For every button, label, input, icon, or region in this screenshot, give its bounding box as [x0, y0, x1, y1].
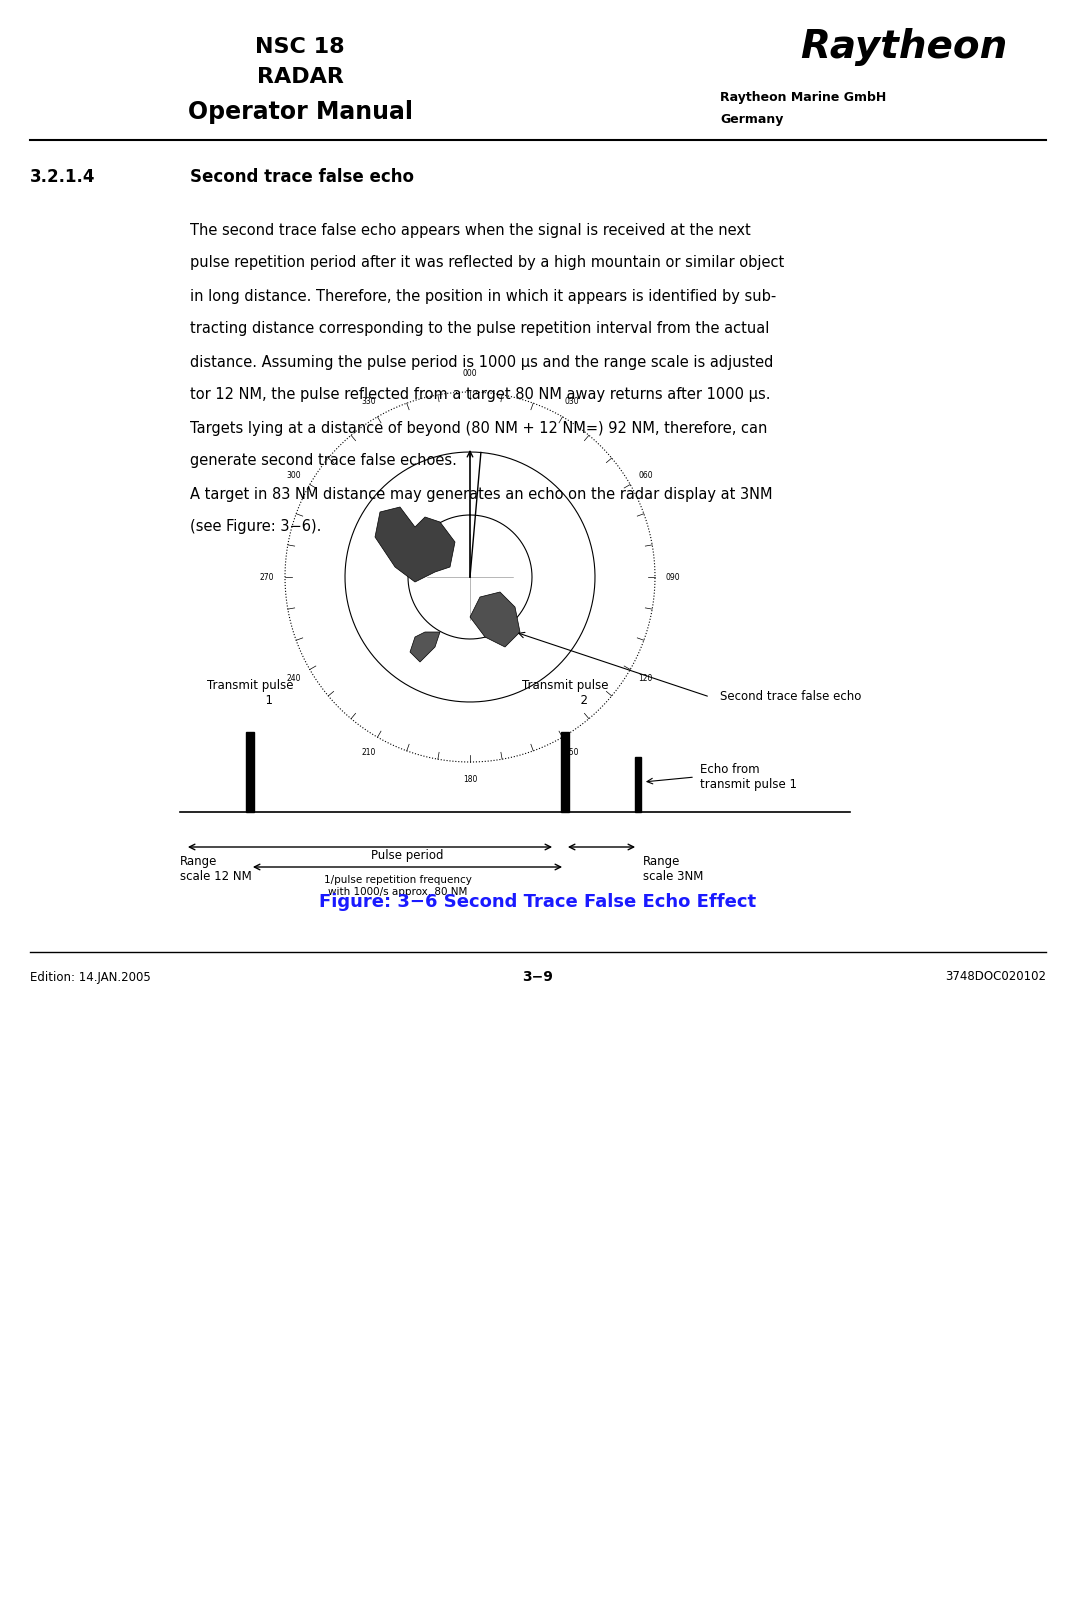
- Text: The second trace false echo appears when the signal is received at the next: The second trace false echo appears when…: [190, 222, 751, 237]
- Text: A target in 83 NM distance may generates an echo on the radar display at 3NM: A target in 83 NM distance may generates…: [190, 487, 773, 501]
- Text: Raytheon: Raytheon: [799, 27, 1007, 66]
- Text: 000: 000: [463, 369, 478, 379]
- Text: 180: 180: [463, 775, 477, 785]
- Text: Second trace false echo: Second trace false echo: [720, 690, 862, 703]
- Text: tracting distance corresponding to the pulse repetition interval from the actual: tracting distance corresponding to the p…: [190, 321, 769, 337]
- Bar: [246, 732, 254, 812]
- Polygon shape: [410, 632, 440, 663]
- Bar: [561, 732, 569, 812]
- Text: RADAR: RADAR: [256, 68, 343, 87]
- Text: Operator Manual: Operator Manual: [187, 100, 412, 124]
- Text: 270: 270: [259, 572, 274, 582]
- Text: (see Figure: 3−6).: (see Figure: 3−6).: [190, 519, 322, 535]
- Text: Edition: 14.JAN.2005: Edition: 14.JAN.2005: [30, 970, 151, 983]
- Text: Second trace false echo: Second trace false echo: [190, 168, 414, 185]
- Text: tor 12 NM, the pulse reflected from a target 80 NM away returns after 1000 μs.: tor 12 NM, the pulse reflected from a ta…: [190, 387, 770, 403]
- Text: Germany: Germany: [720, 113, 783, 126]
- Text: 240: 240: [287, 674, 301, 683]
- Polygon shape: [470, 592, 520, 646]
- Text: 090: 090: [666, 572, 680, 582]
- Text: Range
scale 3NM: Range scale 3NM: [643, 854, 704, 883]
- Text: 120: 120: [639, 674, 653, 683]
- Polygon shape: [376, 508, 455, 582]
- Text: 3748DOC020102: 3748DOC020102: [945, 970, 1046, 983]
- Text: 1/pulse repetition frequency
with 1000/s approx. 80 NM: 1/pulse repetition frequency with 1000/s…: [324, 875, 471, 896]
- Text: distance. Assuming the pulse period is 1000 μs and the range scale is adjusted: distance. Assuming the pulse period is 1…: [190, 355, 774, 369]
- Text: Figure: 3−6 Second Trace False Echo Effect: Figure: 3−6 Second Trace False Echo Effe…: [320, 893, 756, 911]
- Text: Echo from
transmit pulse 1: Echo from transmit pulse 1: [700, 762, 797, 791]
- Text: NSC 18: NSC 18: [255, 37, 344, 56]
- Text: 030: 030: [564, 397, 579, 406]
- Text: 300: 300: [287, 471, 301, 480]
- Text: 210: 210: [362, 748, 376, 758]
- Text: 3−9: 3−9: [523, 970, 553, 983]
- Text: 3.2.1.4: 3.2.1.4: [30, 168, 96, 185]
- Text: Raytheon Marine GmbH: Raytheon Marine GmbH: [720, 90, 887, 103]
- Text: pulse repetition period after it was reflected by a high mountain or similar obj: pulse repetition period after it was ref…: [190, 255, 784, 271]
- Text: 060: 060: [638, 471, 653, 480]
- Text: Range
scale 12 NM: Range scale 12 NM: [180, 854, 252, 883]
- Text: generate second trace false echoes.: generate second trace false echoes.: [190, 453, 457, 469]
- Text: Pulse period: Pulse period: [371, 850, 443, 862]
- Bar: [635, 758, 641, 812]
- Text: in long distance. Therefore, the position in which it appears is identified by s: in long distance. Therefore, the positio…: [190, 289, 776, 303]
- Text: Transmit pulse
          2: Transmit pulse 2: [522, 679, 608, 708]
- Text: Transmit pulse
          1: Transmit pulse 1: [207, 679, 294, 708]
- Text: 150: 150: [564, 748, 579, 758]
- Text: Targets lying at a distance of beyond (80 NM + 12 NM=) 92 NM, therefore, can: Targets lying at a distance of beyond (8…: [190, 421, 767, 435]
- Text: 330: 330: [362, 397, 376, 406]
